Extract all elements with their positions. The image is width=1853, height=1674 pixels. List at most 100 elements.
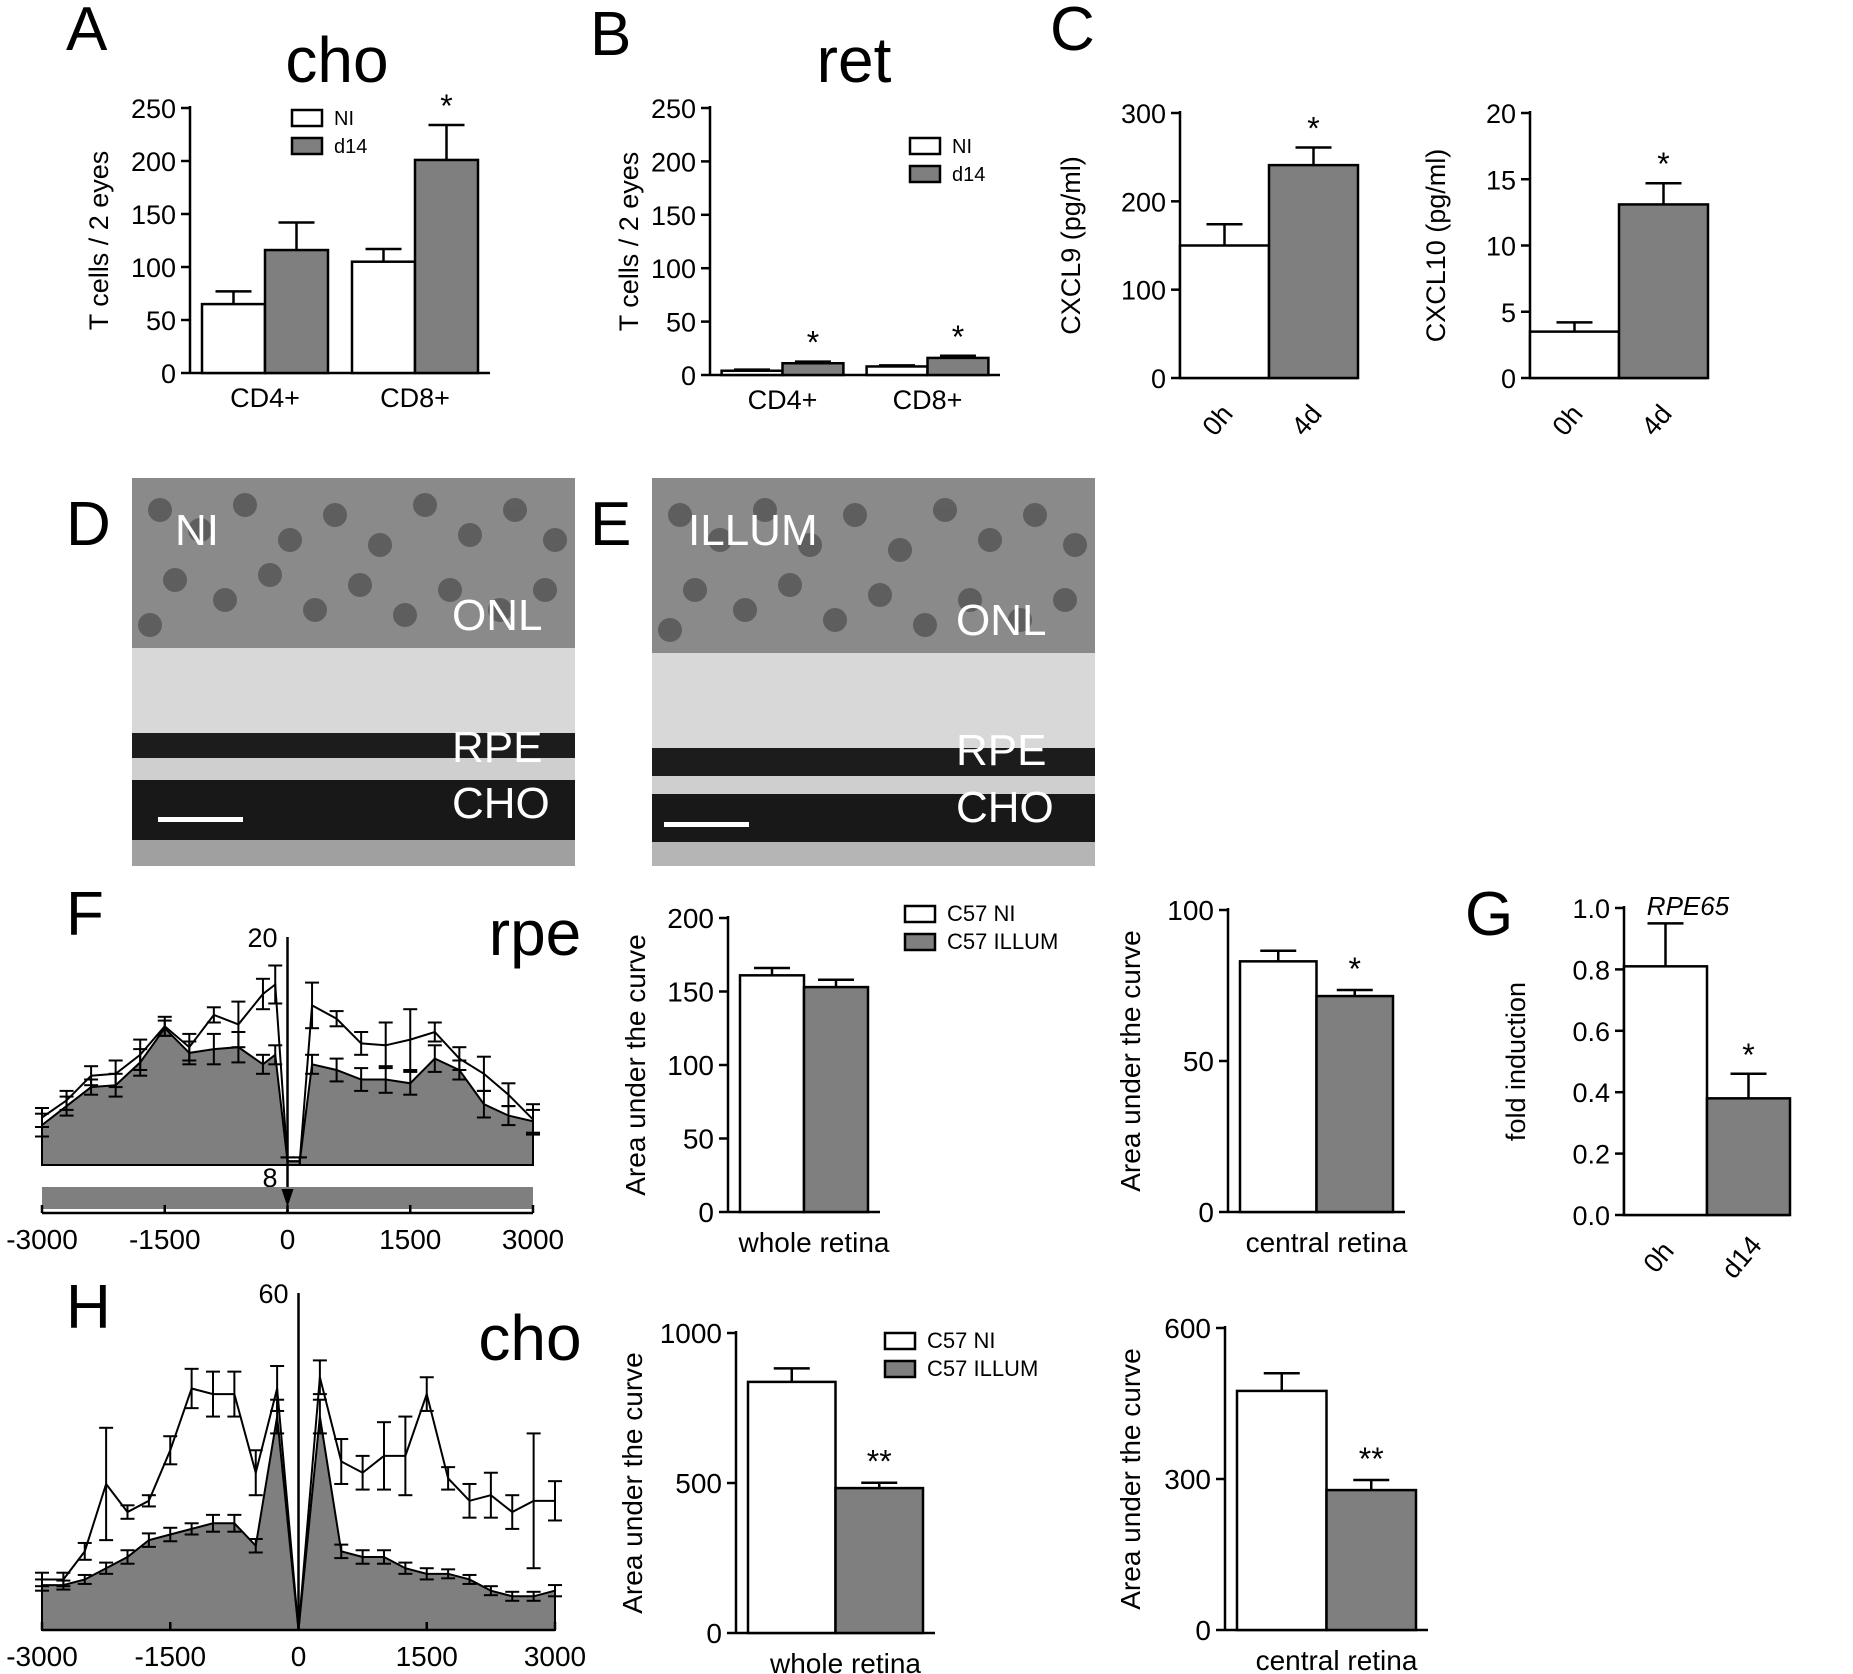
y-top-label: 60 — [258, 1279, 288, 1309]
y-tick-label: 15 — [1486, 165, 1516, 195]
y-tick-label: 0 — [706, 1618, 722, 1649]
y-bottom-label: 8 — [262, 1163, 277, 1193]
bar-illum — [802, 985, 870, 1214]
x-tick-label: 0h — [1546, 399, 1588, 441]
histology-ni-cho-label: CHO — [452, 779, 550, 828]
legend-swatch — [290, 108, 324, 128]
y-tick-label: 100 — [131, 253, 176, 283]
x-tick-label: CD4+ — [748, 385, 818, 415]
histology-ni-image — [132, 478, 575, 866]
x-axis-label: central retina — [1256, 1645, 1418, 1674]
histology-ni-rpe-label: RPE — [452, 723, 542, 772]
panel-letter-g: G — [1465, 880, 1513, 949]
legend-label: NI — [952, 136, 972, 158]
bar-4d — [1267, 163, 1360, 380]
significance-marker: * — [1349, 951, 1361, 987]
y-tick-label: 0 — [1501, 364, 1516, 394]
significance-marker: * — [952, 319, 964, 355]
y-tick-label: 50 — [683, 1124, 714, 1155]
histology-ni-onl-label: ONL — [452, 591, 542, 640]
x-tick-label: 0 — [280, 1224, 296, 1255]
y-axis-label: Area under the curve — [620, 934, 651, 1196]
panel-b-title: ret — [817, 24, 892, 96]
x-tick-label: 4d — [1285, 399, 1327, 441]
significance-marker: * — [807, 325, 819, 361]
optic-nerve-marker — [281, 1189, 294, 1207]
significance-marker: * — [440, 88, 452, 124]
bar-d14 — [926, 356, 990, 377]
bar-ni — [720, 369, 784, 377]
panel-letter-f: F — [66, 880, 104, 949]
legend-label: C57 NI — [927, 1328, 995, 1353]
panel-letter-b: B — [590, 0, 631, 69]
y-tick-label: 250 — [651, 94, 696, 124]
significance-marker: ** — [1359, 1441, 1384, 1477]
x-tick-label: CD8+ — [893, 385, 963, 415]
legend-label: d14 — [952, 164, 985, 186]
x-tick-label: 4d — [1635, 399, 1677, 441]
significance-marker: * — [1742, 1037, 1754, 1073]
legend-swatch — [883, 1359, 917, 1379]
x-tick-label: -1500 — [134, 1641, 206, 1672]
panel-f-title: rpe — [489, 897, 582, 969]
y-tick-label: 50 — [1183, 1046, 1214, 1077]
histology-illum-cho-label: CHO — [956, 783, 1054, 832]
bar-d14 — [413, 158, 480, 375]
y-tick-label: 0.4 — [1572, 1078, 1610, 1108]
y-tick-label: 150 — [131, 200, 176, 230]
y-tick-label: 200 — [651, 147, 696, 177]
y-axis-label: T cells / 2 eyes — [84, 151, 114, 331]
bar-ni — [350, 260, 417, 375]
y-tick-label: 50 — [146, 306, 176, 336]
x-axis-label: central retina — [1246, 1227, 1408, 1258]
bar-ni — [1238, 960, 1318, 1214]
y-tick-label: 300 — [1121, 99, 1166, 129]
histology-illum-image — [652, 478, 1095, 866]
x-tick-label: 3000 — [524, 1641, 586, 1672]
x-tick-label: 1500 — [396, 1641, 458, 1672]
y-tick-label: 100 — [651, 254, 696, 284]
y-tick-label: 200 — [1121, 187, 1166, 217]
bar-d14 — [1705, 1097, 1792, 1217]
bar-ni — [1235, 1389, 1328, 1632]
legend-label: C57 ILLUM — [947, 929, 1058, 954]
x-tick-label: CD4+ — [230, 383, 300, 413]
x-tick-label: -3000 — [6, 1641, 78, 1672]
y-tick-label: 0 — [698, 1197, 714, 1228]
bar-d14 — [263, 248, 330, 375]
y-tick-label: 300 — [1164, 1464, 1211, 1495]
y-axis-label: Area under the curve — [617, 1352, 648, 1614]
panel-letter-h: H — [66, 1273, 111, 1342]
y-tick-label: 20 — [1486, 99, 1516, 129]
histology-illum-label: ILLUM — [688, 506, 818, 555]
x-tick-label: d14 — [1716, 1230, 1768, 1284]
bar-ni — [865, 365, 929, 377]
y-axis-label: fold induction — [1501, 982, 1531, 1141]
y-tick-label: 600 — [1164, 1313, 1211, 1344]
y-axis-label: CXCL9 (pg/ml) — [1056, 156, 1086, 335]
y-tick-label: 0 — [1198, 1197, 1214, 1228]
x-tick-label: CD8+ — [380, 383, 450, 413]
bar-ni — [200, 302, 267, 375]
y-tick-label: 100 — [1167, 895, 1214, 926]
y-tick-label: 200 — [131, 147, 176, 177]
y-tick-label: 10 — [1486, 232, 1516, 262]
panel-letter-d: D — [66, 490, 111, 559]
histology-illum-rpe-label: RPE — [956, 726, 1046, 775]
y-tick-label: 200 — [667, 903, 714, 934]
panel-g-title: RPE65 — [1647, 891, 1730, 921]
bar-illum — [1315, 994, 1395, 1214]
y-tick-label: 0.8 — [1572, 955, 1610, 985]
y-tick-label: 0.6 — [1572, 1017, 1610, 1047]
legend-swatch — [908, 164, 942, 184]
legend-swatch — [903, 932, 937, 952]
y-tick-label: 150 — [651, 201, 696, 231]
bar-0h — [1178, 244, 1271, 380]
legend-label: C57 ILLUM — [927, 1356, 1038, 1381]
significance-marker: ** — [867, 1444, 892, 1480]
x-tick-label: 3000 — [502, 1224, 564, 1255]
y-tick-label: 50 — [666, 308, 696, 338]
bar-illum — [834, 1486, 925, 1635]
x-axis-label: whole retina — [769, 1648, 921, 1674]
